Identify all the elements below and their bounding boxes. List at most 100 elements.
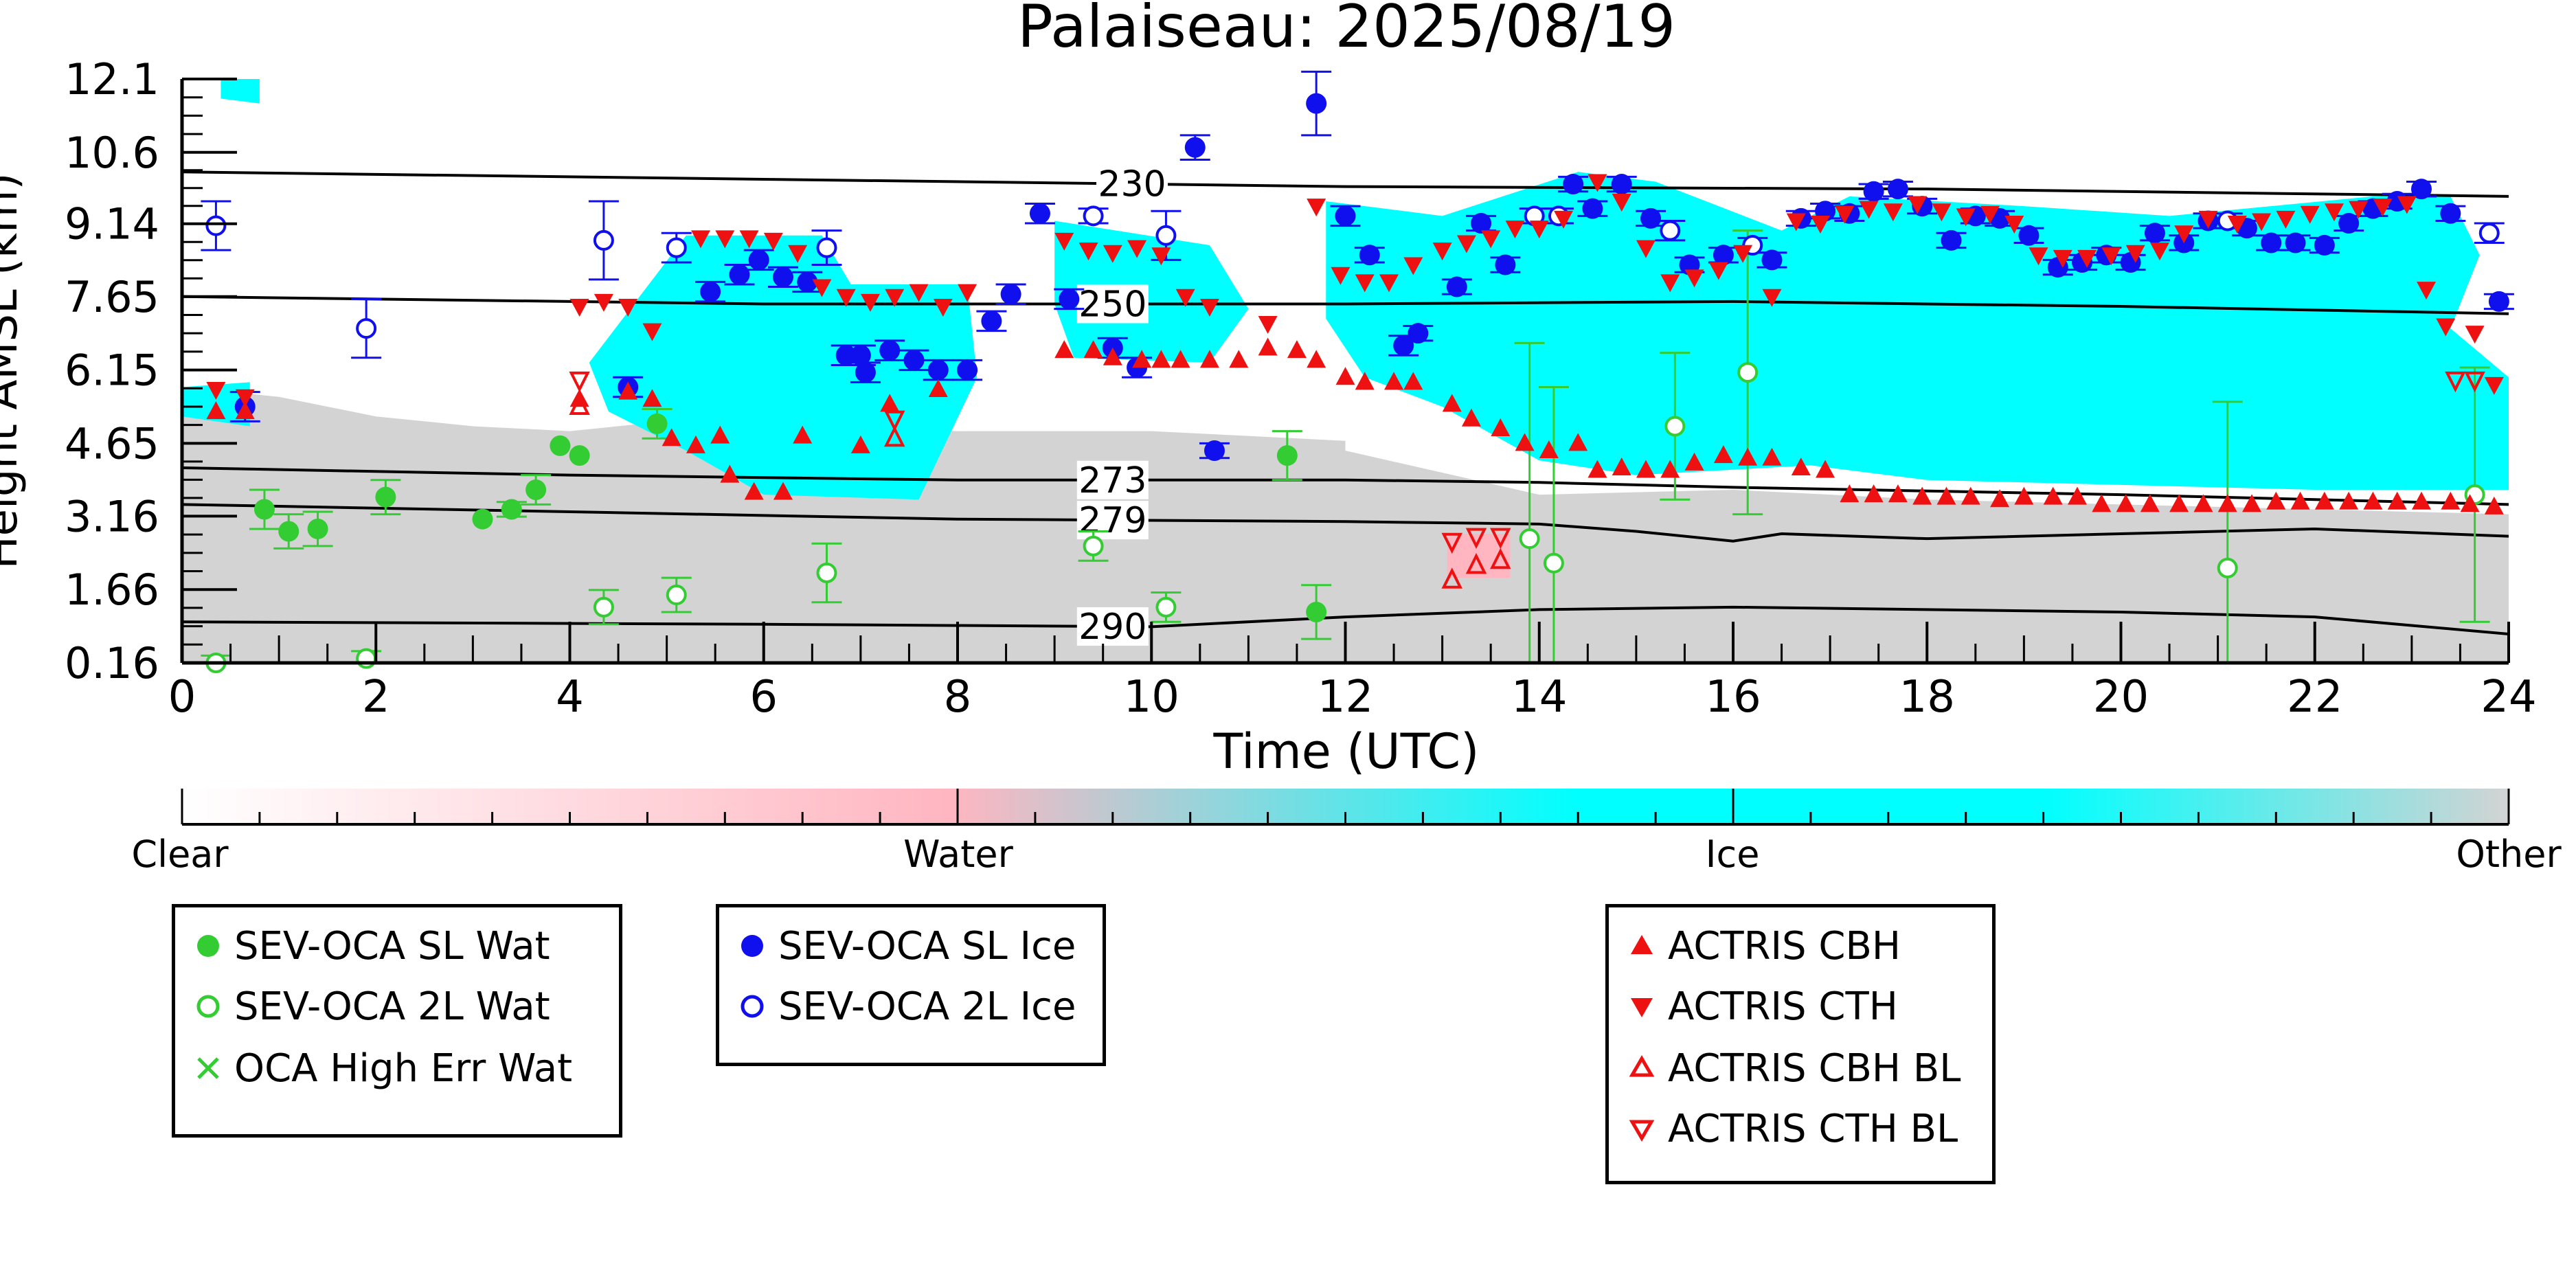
- data-point: [1612, 193, 1631, 212]
- temperature-contour-279: [182, 503, 2509, 543]
- ice-mask-region: [1326, 172, 2509, 490]
- data-point: [2410, 179, 2432, 200]
- data-point: [2077, 249, 2097, 268]
- cloud-mask: [182, 79, 2509, 663]
- data-point: [594, 293, 613, 312]
- legend-item-2l-ice: SEV-OCA 2L Ice: [719, 984, 1076, 1029]
- data-point: [1708, 262, 1728, 280]
- data-point: [1612, 457, 1631, 475]
- data-point: [1408, 323, 1429, 344]
- y-tick-label: 0.16: [65, 638, 159, 688]
- data-point: [909, 284, 929, 302]
- legend-item-high-err-wat: OCA High Err Wat: [175, 1046, 572, 1091]
- data-point: [642, 389, 662, 407]
- x-tick-label: 16: [1705, 672, 1761, 723]
- data-point: [957, 359, 978, 381]
- colorbar-label-water: Water: [903, 833, 1013, 876]
- data-point: [2053, 249, 2072, 268]
- data-point: [903, 350, 925, 371]
- data-point: [1539, 440, 1559, 459]
- x-tick-label: 24: [2481, 672, 2536, 723]
- data-point: [1864, 484, 1884, 503]
- data-point: [666, 237, 687, 258]
- data-point: [1519, 528, 1540, 550]
- triangle-down-icon: [1631, 998, 1653, 1017]
- data-point: [593, 229, 614, 251]
- data-point: [700, 281, 721, 302]
- data-point: [1859, 201, 1879, 219]
- y-tick-label: 1.66: [65, 565, 159, 615]
- data-point: [593, 596, 614, 618]
- colorbar-label-clear: Clear: [131, 833, 229, 876]
- data-point: [1184, 137, 1206, 158]
- ice-mask-region: [1054, 221, 1249, 363]
- data-point: [569, 371, 590, 393]
- data-point: [1103, 245, 1122, 263]
- data-point: [642, 323, 662, 341]
- data-point: [1761, 249, 1783, 271]
- data-point: [1684, 452, 1704, 471]
- data-point: [715, 230, 735, 249]
- triangle-up-icon: [1631, 935, 1653, 954]
- data-point: [1083, 205, 1104, 227]
- data-point: [1840, 484, 1860, 503]
- data-point: [1441, 532, 1462, 554]
- data-point: [375, 486, 396, 508]
- data-point: [2276, 210, 2296, 229]
- y-axis-ticks: 0.16 1.66 3.16 4.65 6.15 7.65 9.14 10.6 12.1: [65, 54, 237, 688]
- data-point: [1505, 221, 1525, 239]
- data-point: [1258, 337, 1278, 356]
- data-point: [1961, 486, 1980, 505]
- data-point: [1491, 418, 1511, 437]
- data-point: [1936, 486, 1956, 505]
- data-point: [927, 359, 949, 381]
- x-tick-label: 18: [1899, 672, 1955, 723]
- data-point: [1000, 284, 1021, 305]
- data-point: [2217, 557, 2238, 578]
- data-markers: [201, 70, 2514, 673]
- data-point: [2464, 371, 2485, 393]
- data-point: [1307, 350, 1326, 368]
- data-point: [1127, 240, 1147, 258]
- data-point: [2338, 213, 2360, 234]
- colorbar: Clear Water Ice Other: [131, 789, 2562, 876]
- data-point: [2217, 494, 2237, 512]
- legend-item-cth-bl: ACTRIS CTH BL: [1609, 1107, 1958, 1151]
- data-point: [1660, 460, 1680, 478]
- chart-title: Palaiseau: 2025/08/19: [1017, 0, 1675, 61]
- legend-label: SEV-OCA SL Wat: [234, 923, 550, 969]
- x-axis-label: Time (UTC): [1213, 723, 1480, 780]
- data-point: [1664, 416, 1686, 437]
- data-point: [356, 318, 377, 339]
- data-point: [1078, 242, 1098, 261]
- data-point: [1762, 447, 1782, 466]
- data-point: [2067, 486, 2087, 505]
- data-point: [1980, 205, 2000, 224]
- contour-label-250: 250: [1078, 284, 1146, 325]
- data-point: [662, 428, 681, 447]
- data-point: [2169, 494, 2189, 512]
- data-point: [2363, 491, 2383, 510]
- data-point: [1379, 274, 1399, 293]
- data-point: [2349, 201, 2369, 219]
- data-point: [2300, 205, 2320, 224]
- data-point: [744, 482, 764, 500]
- legend-item-cth: ACTRIS CTH: [1609, 984, 1898, 1029]
- data-point: [2198, 210, 2218, 229]
- data-point: [1054, 232, 1074, 251]
- x-icon: [197, 1057, 219, 1079]
- legend-item-sl-ice: SEV-OCA SL Ice: [719, 923, 1076, 969]
- x-tick-label: 2: [362, 672, 390, 723]
- data-point: [1811, 216, 1831, 234]
- data-point: [1446, 276, 1467, 297]
- data-point: [666, 585, 687, 606]
- contour-label-273: 273: [1078, 460, 1146, 501]
- data-point: [646, 413, 668, 434]
- data-point: [550, 435, 571, 456]
- data-point: [205, 215, 227, 236]
- data-point: [788, 245, 808, 263]
- data-point: [1932, 203, 1952, 222]
- data-point: [1887, 179, 1908, 200]
- legend-label: SEV-OCA SL Ice: [778, 923, 1076, 969]
- data-point: [206, 401, 226, 420]
